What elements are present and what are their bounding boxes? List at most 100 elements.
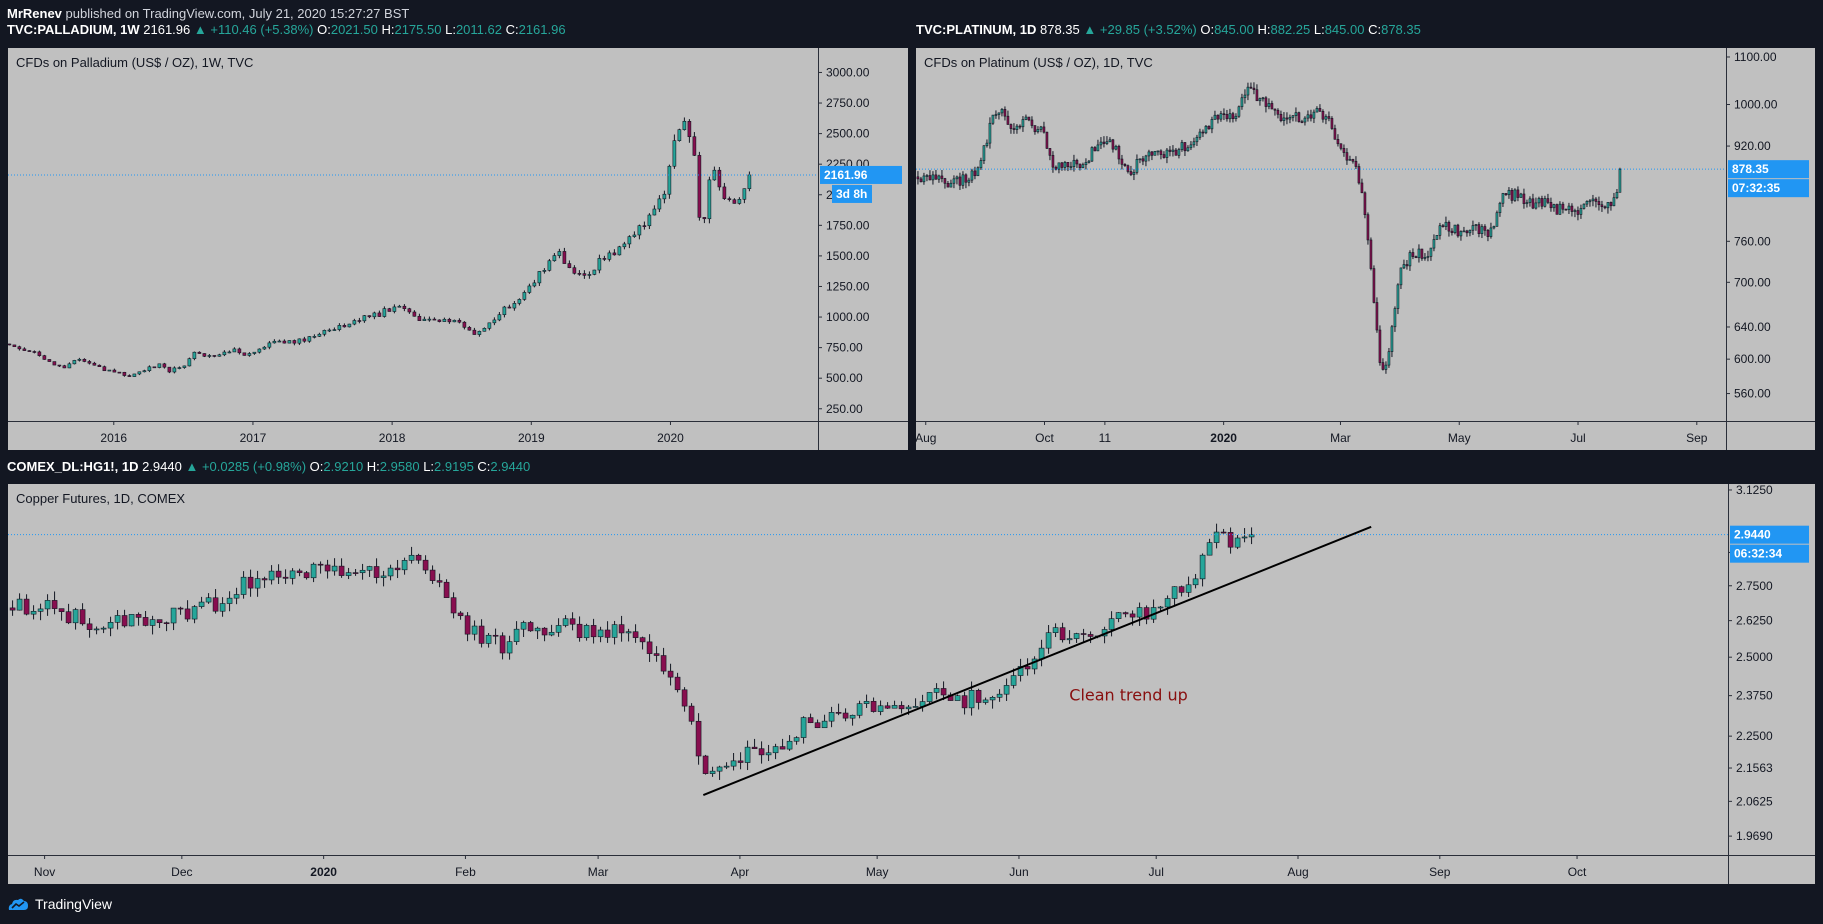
candle-body <box>985 142 989 147</box>
candle-body <box>842 712 849 719</box>
candle-body <box>1246 86 1250 96</box>
copper-high: 2.9580 <box>379 459 420 474</box>
candle-body <box>597 258 602 271</box>
candle-body <box>1315 108 1319 113</box>
candle-body <box>12 344 17 348</box>
candle-body <box>1459 231 1463 237</box>
candle-body <box>695 720 702 757</box>
candle-body <box>1348 159 1352 161</box>
candle-body <box>310 563 317 579</box>
plot-area <box>916 48 1726 421</box>
candle-body <box>412 311 417 317</box>
candle-body <box>723 765 730 768</box>
candle-body <box>905 706 912 710</box>
candle-body <box>292 340 297 344</box>
candle-body <box>422 559 429 571</box>
candle-body <box>42 355 47 360</box>
candle-body <box>1510 189 1514 201</box>
candle-body <box>1324 116 1328 120</box>
candle-body <box>884 705 891 709</box>
candle-body <box>919 178 923 183</box>
candle-body <box>1252 87 1256 90</box>
platinum-chart[interactable]: 560.00 600.00 640.00 700.00 760.00 920.00 1000… <box>916 48 1815 450</box>
candle-body <box>1594 198 1598 202</box>
candle-body <box>916 176 920 180</box>
x-tick-label: Oct <box>1035 431 1054 445</box>
candle-body <box>1426 256 1430 258</box>
candle-body <box>1000 109 1004 114</box>
candle-body <box>233 594 240 599</box>
candle-body <box>1258 98 1262 102</box>
candle-body <box>112 369 117 373</box>
copper-open: 2.9210 <box>323 459 364 474</box>
candle-body <box>1171 149 1175 152</box>
candle-body <box>97 364 102 368</box>
candle-body <box>1024 666 1031 670</box>
candle-body <box>1030 119 1034 126</box>
candle-body <box>1534 202 1538 209</box>
candle-body <box>653 653 660 656</box>
x-tick-label: Jul <box>1570 431 1585 445</box>
candle-body <box>732 199 737 204</box>
candle-body <box>471 625 478 635</box>
candle-body <box>1363 192 1367 215</box>
candle-body <box>1135 159 1139 173</box>
candle-body <box>92 362 97 366</box>
candle-body <box>1351 159 1355 162</box>
candle-body <box>1096 144 1100 152</box>
candle-body <box>72 609 79 624</box>
candle-body <box>394 567 401 571</box>
platinum-symbol[interactable]: TVC:PLATINUM, 1D <box>916 22 1037 37</box>
y-tick-label: 2750.00 <box>826 96 870 110</box>
candle-body <box>436 580 443 583</box>
y-tick-label: 2.0625 <box>1736 794 1773 808</box>
candle-body <box>282 340 287 344</box>
candle-body <box>268 570 275 581</box>
palladium-chart[interactable]: 250.00 500.00 750.00 1000.00 1250.00 1500.00 1… <box>8 48 908 450</box>
candle-body <box>197 351 202 354</box>
candle-body <box>742 188 747 200</box>
candle-body <box>1122 612 1129 615</box>
candle-body <box>127 375 132 377</box>
candle-body <box>856 703 863 716</box>
candle-body <box>682 120 687 130</box>
candle-body <box>958 176 962 186</box>
candle-body <box>863 701 870 704</box>
candle-body <box>277 340 282 343</box>
axis-corner <box>1727 422 1815 450</box>
candle-body <box>1093 147 1097 152</box>
palladium-symbol[interactable]: TVC:PALLADIUM, 1W <box>7 22 140 37</box>
candle-body <box>1227 532 1234 548</box>
candle-body <box>1003 685 1010 695</box>
candle-body <box>1312 111 1316 119</box>
candle-body <box>1537 198 1541 204</box>
candle-body <box>587 274 592 276</box>
candle-body <box>8 343 12 346</box>
tradingview-footer[interactable]: TradingView <box>7 894 112 914</box>
candle-body <box>1375 302 1379 331</box>
countdown-badge-bg <box>832 184 872 203</box>
candle-body <box>93 628 100 631</box>
candle-body <box>1354 160 1358 167</box>
candle-body <box>72 360 77 365</box>
candle-body <box>497 314 502 321</box>
candle-body <box>202 353 207 357</box>
candle-body <box>357 320 362 322</box>
candle-body <box>672 140 677 167</box>
y-tick-label: 2.6250 <box>1736 614 1773 628</box>
publish-info: published on TradingView.com, July 21, 2… <box>65 6 410 21</box>
candle-body <box>1225 114 1229 120</box>
candle-body <box>1492 226 1496 229</box>
copper-symbol[interactable]: COMEX_DL:HG1!, 1D <box>7 459 139 474</box>
candle-body <box>450 597 457 614</box>
candle-body <box>1231 113 1235 120</box>
candle-body <box>142 617 149 626</box>
candle-body <box>1501 193 1505 204</box>
copper-chart[interactable]: 1.9690 2.0625 2.1563 2.2500 2.3750 2.5000 2.62… <box>8 484 1815 884</box>
candle-body <box>681 689 688 707</box>
candle-body <box>1087 160 1091 163</box>
candle-body <box>1174 149 1178 156</box>
candle-body <box>457 612 464 617</box>
candle-body <box>302 338 307 342</box>
author-name[interactable]: MrRenev <box>7 6 62 21</box>
